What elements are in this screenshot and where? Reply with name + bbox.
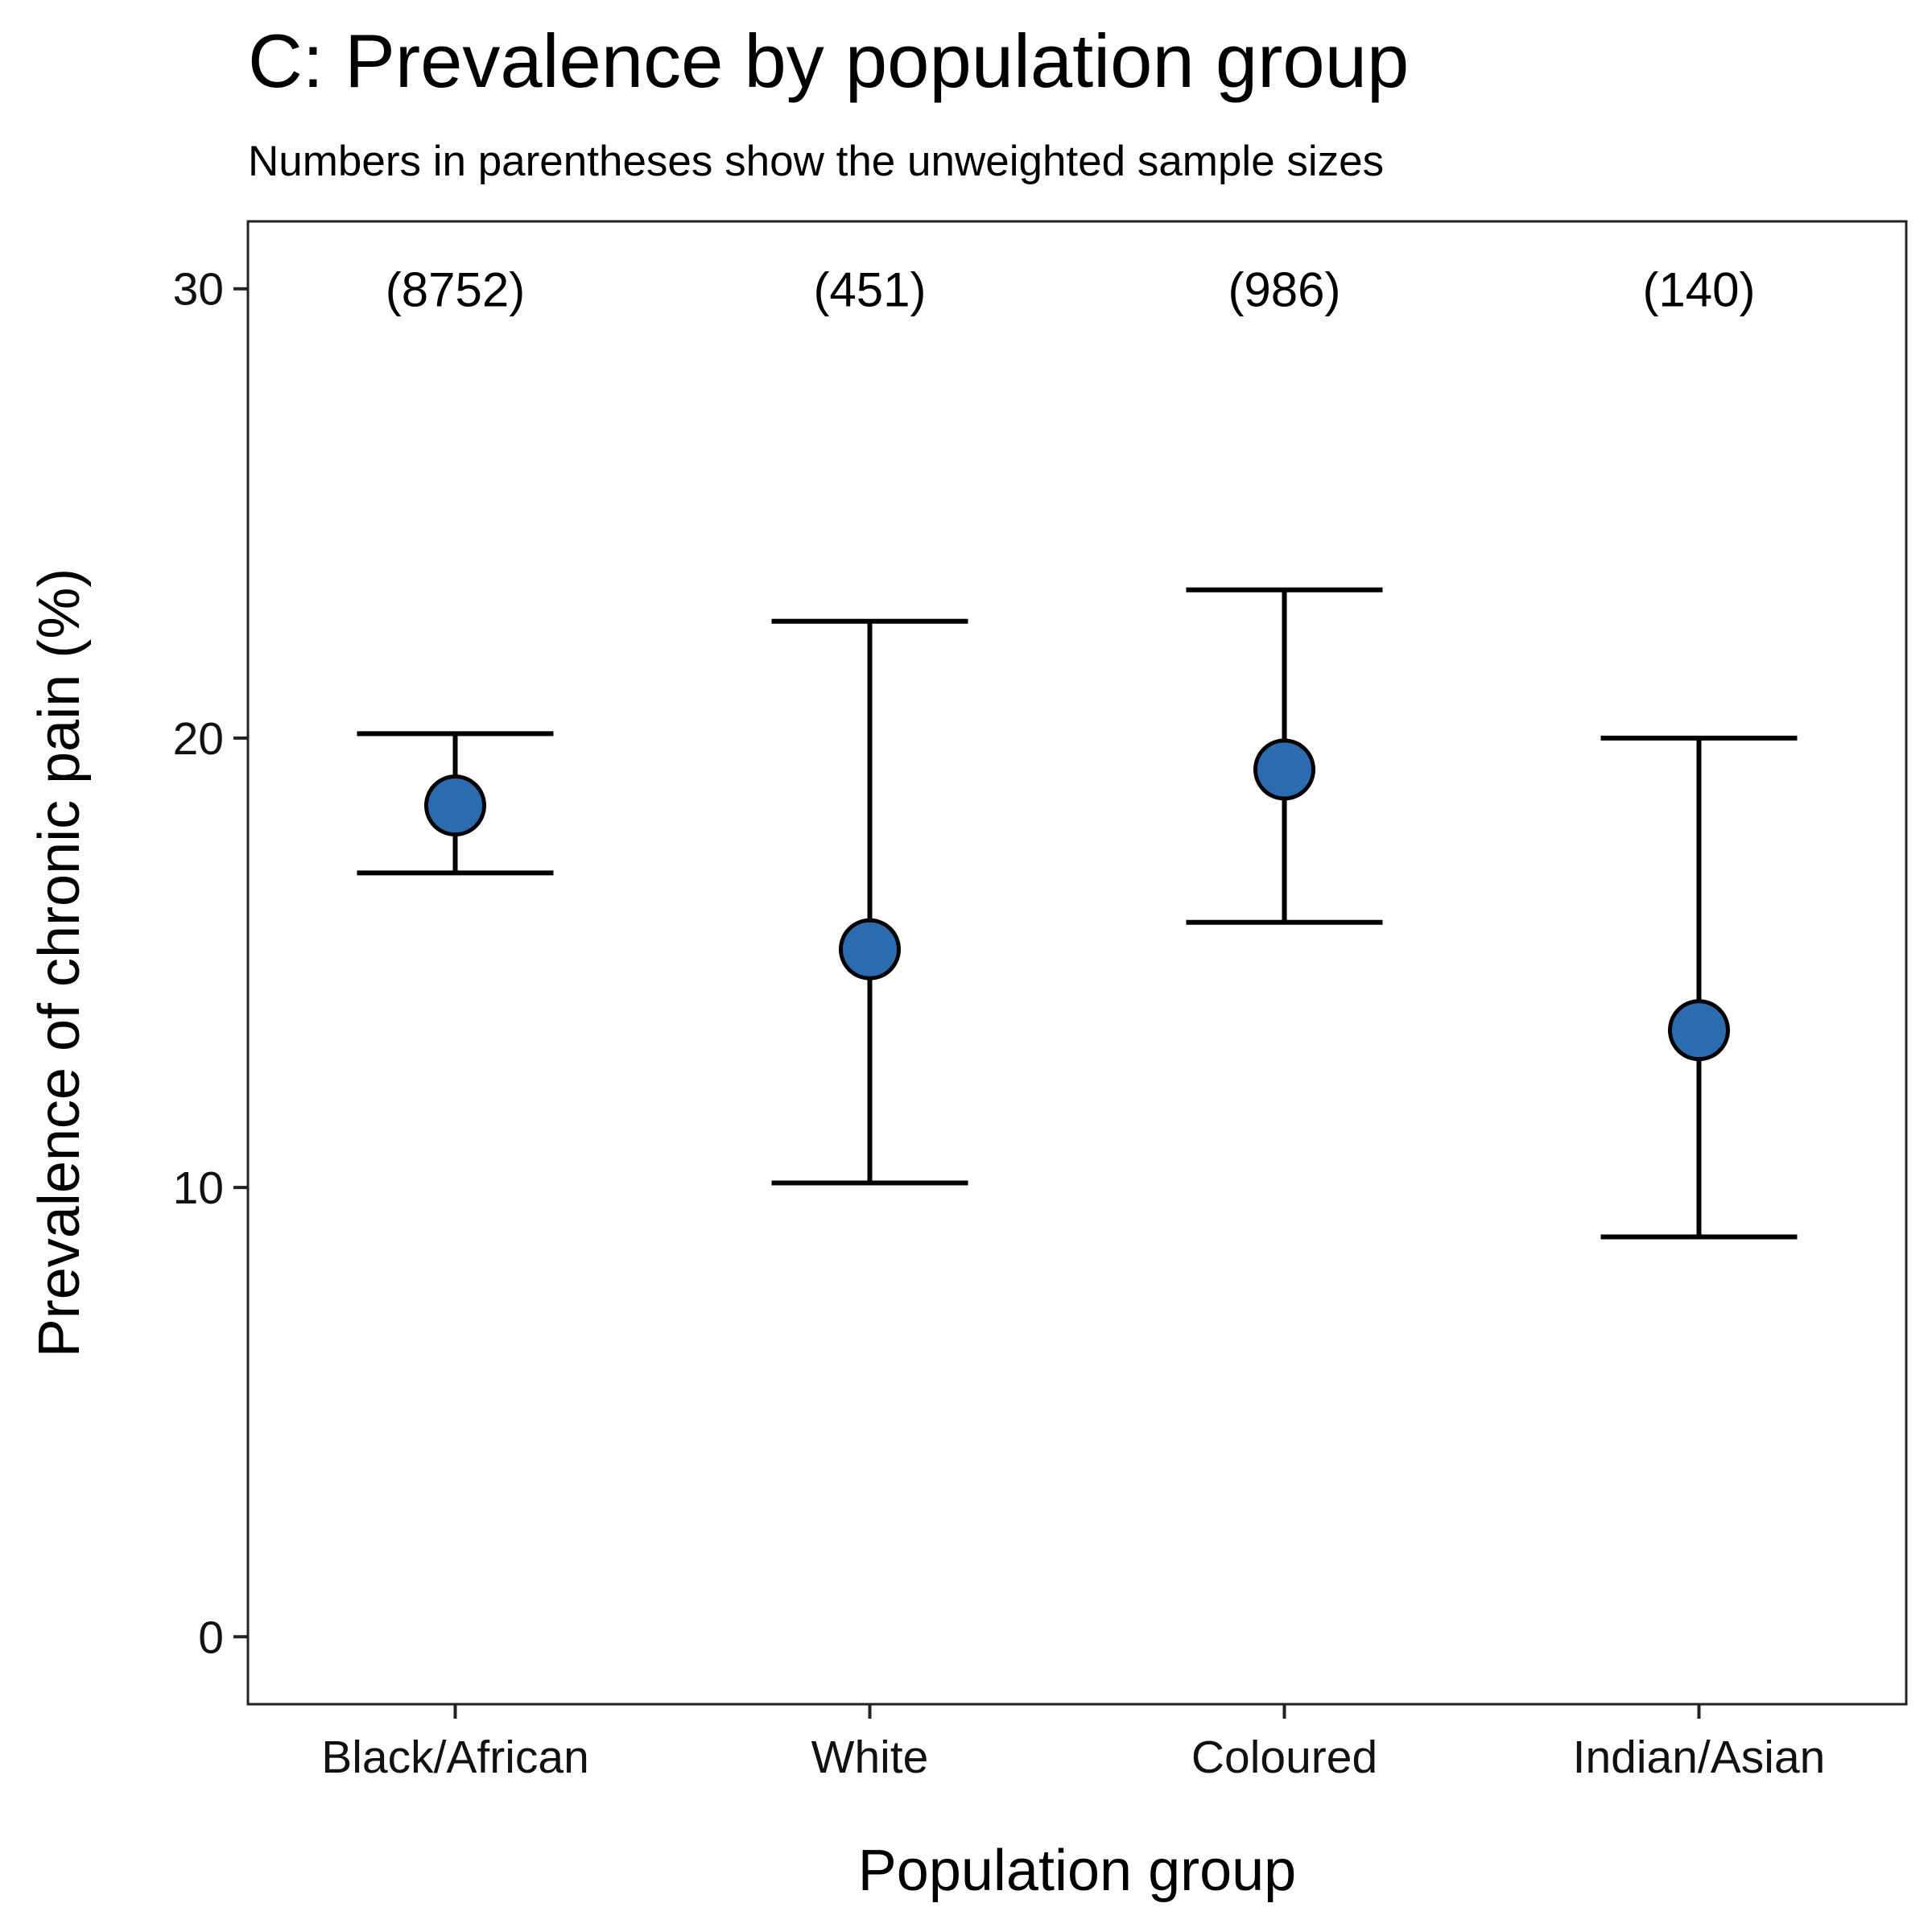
sample-size-label: (8752) — [386, 263, 525, 317]
x-tick-label: Indian/Asian — [1573, 1732, 1826, 1783]
sample-size-label: (451) — [813, 263, 926, 317]
y-tick-label: 10 — [173, 1162, 224, 1214]
y-axis-title: Prevalence of chronic pain (%) — [27, 568, 92, 1357]
sample-size-label: (140) — [1642, 263, 1755, 317]
data-point — [839, 918, 901, 980]
x-tick-label: White — [811, 1732, 929, 1783]
y-tick-label: 20 — [173, 713, 224, 765]
plot-panel — [246, 220, 1908, 1706]
chart-subtitle: Numbers in parentheses show the unweight… — [248, 138, 1384, 185]
chart-marks: 0 10 20 30 Black/African White Coloured Indian/… — [173, 263, 1826, 1783]
x-tick-label: Black/African — [321, 1732, 589, 1783]
sample-size-label: (986) — [1228, 263, 1340, 317]
y-tick-label: 30 — [173, 264, 224, 316]
data-point — [424, 774, 486, 837]
y-tick-label: 0 — [198, 1612, 224, 1663]
x-axis-title: Population group — [858, 1839, 1296, 1903]
chart-title: C: Prevalence by population group — [248, 19, 1409, 103]
x-tick-label: Coloured — [1191, 1732, 1377, 1783]
data-point — [1668, 999, 1730, 1062]
data-point — [1253, 738, 1315, 801]
